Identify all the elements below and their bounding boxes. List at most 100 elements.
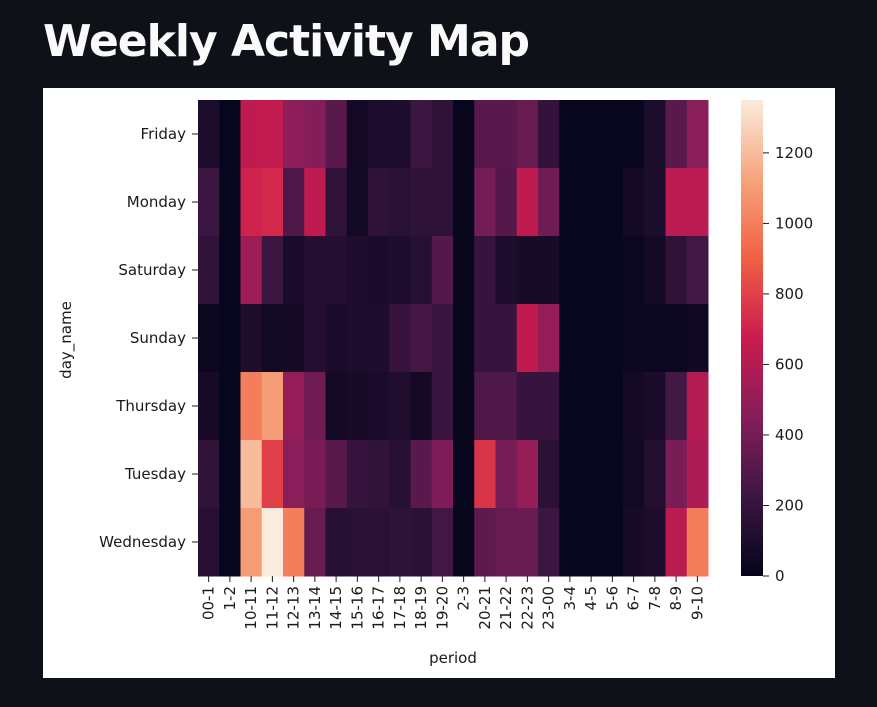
heatmap-cell	[538, 304, 560, 373]
heatmap-cell	[283, 508, 305, 577]
heatmap-cell	[431, 508, 454, 577]
heatmap-cell	[644, 304, 666, 373]
heatmap-cell	[453, 236, 475, 305]
y-tick-label: Friday	[141, 125, 187, 143]
heatmap-cell	[495, 440, 518, 509]
heatmap-cell	[453, 440, 475, 509]
heatmap-cell	[580, 168, 603, 237]
heatmap-cell	[538, 236, 560, 305]
y-axis-title: day_name	[57, 301, 76, 379]
heatmap-cell	[368, 372, 390, 441]
heatmap-cell	[495, 168, 518, 237]
heatmap-cell	[495, 236, 518, 305]
heatmap-cell	[198, 304, 220, 373]
heatmap-cell	[410, 304, 433, 373]
heatmap-cell	[516, 440, 539, 509]
heatmap-cell	[644, 508, 666, 577]
y-tick-label: Monday	[127, 193, 186, 211]
heatmap-cell	[665, 168, 688, 237]
colorbar-tick-label: 0	[775, 567, 785, 585]
heatmap-cell	[346, 168, 369, 237]
heatmap-cell	[325, 508, 348, 577]
x-tick-label: 8-9	[667, 586, 685, 611]
colorbar-tick-label: 600	[775, 355, 804, 373]
heatmap-cell	[453, 372, 475, 441]
heatmap-cell	[368, 168, 390, 237]
heatmap-cell	[283, 372, 305, 441]
heatmap-cell	[431, 236, 454, 305]
x-tick-label: 15-16	[348, 586, 366, 630]
heatmap-cell	[559, 100, 581, 169]
heatmap-cell	[644, 100, 666, 169]
heatmap-cell	[389, 440, 411, 509]
x-tick-label: 1-2	[221, 586, 239, 611]
x-tick-label: 10-11	[242, 586, 260, 630]
y-tick-label: Tuesday	[124, 465, 186, 483]
heatmap-cell	[453, 508, 475, 577]
x-tick-label: 9-10	[688, 586, 706, 620]
heatmap-cell	[325, 304, 348, 373]
heatmap-cell	[623, 440, 645, 509]
heatmap-cell	[346, 304, 369, 373]
heatmap-cell	[686, 168, 709, 237]
heatmap-cell	[686, 100, 709, 169]
heatmap-cell	[431, 304, 454, 373]
heatmap-cell	[219, 304, 241, 373]
heatmap-cell	[304, 440, 326, 509]
heatmap-cell	[389, 304, 411, 373]
heatmap-cell	[644, 372, 666, 441]
x-tick-label: 5-6	[603, 586, 621, 611]
heatmap-cell	[665, 100, 688, 169]
heatmap-cell	[368, 100, 390, 169]
heatmap-cell	[261, 440, 284, 509]
heatmap-cell	[240, 100, 263, 169]
heatmap-cell	[686, 304, 709, 373]
heatmap-cell	[538, 372, 560, 441]
heatmap-cell	[368, 440, 390, 509]
heatmap-cell	[601, 168, 624, 237]
heatmap-cell	[325, 440, 348, 509]
heatmap-cell	[346, 440, 369, 509]
heatmap-cell	[198, 236, 220, 305]
y-axis: Friday Monday Saturday Sunday Thursday Tuesda…	[99, 125, 198, 551]
heatmap-cell	[495, 508, 518, 577]
heatmap-cell	[559, 508, 581, 577]
heatmap-cell	[219, 508, 241, 577]
heatmap-cell	[304, 508, 326, 577]
heatmap-cell	[219, 440, 241, 509]
heatmap-cell	[261, 236, 284, 305]
heatmap-cell	[261, 508, 284, 577]
heatmap-cell	[389, 372, 411, 441]
heatmap-cell	[283, 304, 305, 373]
x-tick-label: 4-5	[582, 586, 600, 611]
heatmap-cell	[283, 168, 305, 237]
heatmap-cell	[453, 100, 475, 169]
x-tick-label: 19-20	[433, 586, 451, 630]
x-tick-label: 7-8	[646, 586, 664, 611]
heatmap-chart: Friday Monday Saturday Sunday Thursday Tuesda…	[57, 100, 813, 667]
x-tick-label: 13-14	[306, 586, 324, 630]
heatmap-cell	[325, 236, 348, 305]
heatmap-cell	[304, 236, 326, 305]
heatmap-cell	[665, 236, 688, 305]
heatmap-cell	[623, 168, 645, 237]
y-tick-label: Wednesday	[99, 533, 186, 551]
heatmap-cell	[601, 508, 624, 577]
heatmap-cell	[559, 168, 581, 237]
heatmap-cell	[410, 508, 433, 577]
heatmap-cell	[219, 100, 241, 169]
heatmap-cell	[516, 372, 539, 441]
heatmap-cell	[601, 372, 624, 441]
heatmap-cell	[283, 100, 305, 169]
x-tick-label: 11-12	[263, 586, 281, 630]
heatmap-cell	[538, 100, 560, 169]
heatmap-cell	[601, 100, 624, 169]
heatmap-cell	[580, 304, 603, 373]
heatmap-cell	[580, 236, 603, 305]
heatmap-cell	[368, 304, 390, 373]
heatmap-cell	[516, 168, 539, 237]
heatmap-cell	[240, 508, 263, 577]
heatmap-cell	[601, 440, 624, 509]
heatmap-cell	[198, 440, 220, 509]
x-axis-title: period	[429, 649, 477, 667]
